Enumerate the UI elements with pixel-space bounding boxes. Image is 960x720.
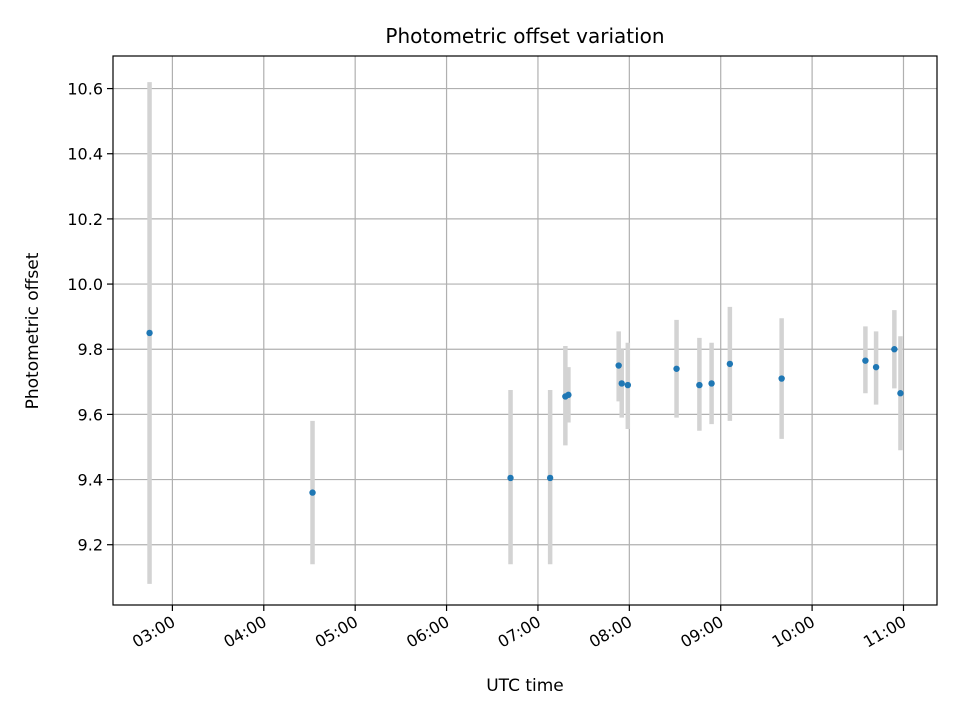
data-point bbox=[309, 489, 316, 496]
y-tick-label: 9.6 bbox=[78, 405, 103, 424]
data-points bbox=[146, 329, 904, 496]
data-point bbox=[618, 380, 625, 387]
data-point bbox=[708, 380, 715, 387]
y-tick-label: 10.4 bbox=[67, 145, 103, 164]
data-point bbox=[507, 474, 514, 482]
data-point bbox=[624, 381, 632, 389]
x-axis-title: UTC time bbox=[486, 676, 564, 696]
x-tick-label: 10:00 bbox=[769, 612, 818, 652]
y-tick-label: 10.0 bbox=[67, 275, 103, 294]
data-point bbox=[778, 375, 785, 382]
plot-frame bbox=[112, 55, 938, 606]
data-point bbox=[615, 362, 622, 369]
x-tick-label: 03:00 bbox=[129, 612, 178, 652]
data-point bbox=[872, 363, 880, 371]
error-bars bbox=[147, 82, 903, 584]
y-axis: 9.2 9.4 9.6 9.8 10.0 10.2 10.4 10.6 bbox=[67, 80, 113, 555]
data-point bbox=[546, 474, 554, 482]
x-axis: 03:00 04:00 05:00 06:00 07:00 08:00 09:00 10:00… bbox=[129, 605, 909, 652]
y-tick-label: 9.4 bbox=[78, 471, 103, 490]
y-tick-label: 9.8 bbox=[78, 340, 103, 359]
x-tick-label: 04:00 bbox=[220, 612, 269, 652]
x-tick-label: 05:00 bbox=[312, 612, 361, 652]
x-tick-label: 11:00 bbox=[860, 612, 909, 652]
x-tick-label: 08:00 bbox=[586, 612, 635, 652]
y-tick-label: 9.2 bbox=[78, 536, 103, 555]
y-axis-title: Photometric offset bbox=[23, 252, 43, 409]
data-point bbox=[862, 357, 869, 364]
chart-title: Photometric offset variation bbox=[385, 24, 664, 48]
data-point bbox=[726, 360, 734, 368]
x-tick-label: 07:00 bbox=[495, 612, 544, 652]
data-point bbox=[696, 381, 703, 389]
data-point bbox=[673, 365, 680, 372]
x-tick-label: 06:00 bbox=[403, 612, 452, 652]
data-point bbox=[565, 391, 572, 399]
data-point bbox=[891, 346, 898, 353]
y-tick-label: 10.2 bbox=[67, 210, 103, 229]
y-tick-label: 10.6 bbox=[67, 80, 103, 99]
grid bbox=[113, 56, 937, 605]
data-point bbox=[897, 390, 904, 397]
x-tick-label: 09:00 bbox=[677, 612, 726, 652]
data-point bbox=[146, 329, 153, 337]
